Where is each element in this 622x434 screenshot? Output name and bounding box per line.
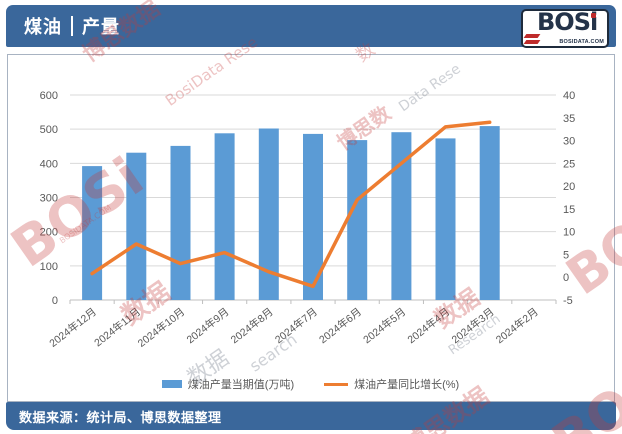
bar-series-swatch bbox=[161, 380, 182, 388]
x-axis-label: 2024年5月 bbox=[361, 305, 409, 346]
bar bbox=[258, 128, 279, 300]
logo-text-main: BOS bbox=[537, 9, 591, 36]
right-axis-tick-label: 25 bbox=[563, 158, 575, 170]
x-axis-label: 2024年6月 bbox=[316, 305, 364, 346]
right-axis-tick-label: 40 bbox=[563, 90, 575, 102]
title-product: 煤油 bbox=[24, 17, 62, 37]
right-axis-tick-label: 30 bbox=[563, 136, 575, 148]
bar bbox=[82, 166, 103, 300]
title-divider bbox=[71, 16, 73, 36]
bar bbox=[170, 145, 191, 300]
growth-line bbox=[90, 120, 492, 289]
left-axis-tick-label: 400 bbox=[40, 158, 58, 170]
right-axis-tick-label: 0 bbox=[563, 272, 569, 284]
right-axis-tick-label: 5 bbox=[563, 249, 569, 261]
x-axis-label: 2024年3月 bbox=[449, 305, 497, 346]
x-axis-label: 2024年8月 bbox=[228, 305, 276, 346]
legend-item-bar: 煤油产量当期值(万吨) bbox=[161, 376, 295, 392]
bar bbox=[126, 152, 147, 300]
bar bbox=[435, 138, 456, 300]
x-axis-label: 2024年10月 bbox=[135, 305, 187, 350]
left-axis-tick-label: 0 bbox=[52, 295, 58, 307]
line-series-swatch bbox=[324, 382, 349, 386]
right-axis-tick-label: -5 bbox=[563, 295, 573, 307]
x-axis-label: 2024年7月 bbox=[272, 305, 320, 346]
x-axis-label: 2024年4月 bbox=[405, 305, 453, 346]
x-axis-label: 2024年9月 bbox=[184, 305, 232, 346]
bar bbox=[303, 133, 323, 300]
bar bbox=[479, 126, 500, 300]
logo-text-i: i bbox=[589, 9, 598, 36]
bar-series-label: 煤油产量当期值(万吨) bbox=[187, 379, 295, 391]
left-axis-tick-label: 300 bbox=[40, 193, 58, 205]
chart-legend: 煤油产量当期值(万吨) 煤油产量同比增长(%) bbox=[7, 374, 614, 394]
x-axis-label: 2024年11月 bbox=[92, 305, 144, 349]
page-title: 煤油 产量 bbox=[6, 13, 120, 39]
bar bbox=[214, 133, 235, 300]
x-axis-label: 2024年12月 bbox=[47, 305, 99, 350]
left-axis-tick-label: 200 bbox=[40, 227, 58, 239]
logo-text: BOSi bbox=[537, 9, 598, 36]
right-axis-tick-label: 35 bbox=[563, 113, 575, 125]
line-series-label: 煤油产量同比增长(%) bbox=[354, 379, 460, 391]
footer-banner: 数据来源：统计局、博思数据整理 bbox=[6, 402, 616, 430]
legend-item-line: 煤油产量同比增长(%) bbox=[324, 376, 459, 392]
logo-red-dot-icon bbox=[591, 13, 597, 18]
x-axis-label: 2024年2月 bbox=[493, 305, 541, 346]
bar bbox=[347, 140, 368, 300]
left-axis-tick-label: 600 bbox=[40, 90, 58, 102]
right-axis-tick-label: 20 bbox=[563, 181, 575, 193]
bar bbox=[391, 132, 412, 300]
title-metric: 产量 bbox=[82, 17, 120, 37]
bosi-logo: BOSi BOSIDATA.COM bbox=[521, 9, 609, 48]
data-source-text: 数据来源：统计局、博思数据整理 bbox=[19, 409, 222, 425]
left-axis-tick-label: 500 bbox=[40, 124, 58, 136]
header-banner: 煤油 产量 BOSi BOSIDATA.COM bbox=[6, 5, 616, 48]
right-axis-tick-label: 10 bbox=[563, 227, 575, 239]
left-axis-tick-label: 100 bbox=[40, 261, 58, 273]
logo-subtext: BOSIDATA.COM bbox=[559, 39, 604, 45]
right-axis-tick-label: 15 bbox=[563, 204, 575, 216]
